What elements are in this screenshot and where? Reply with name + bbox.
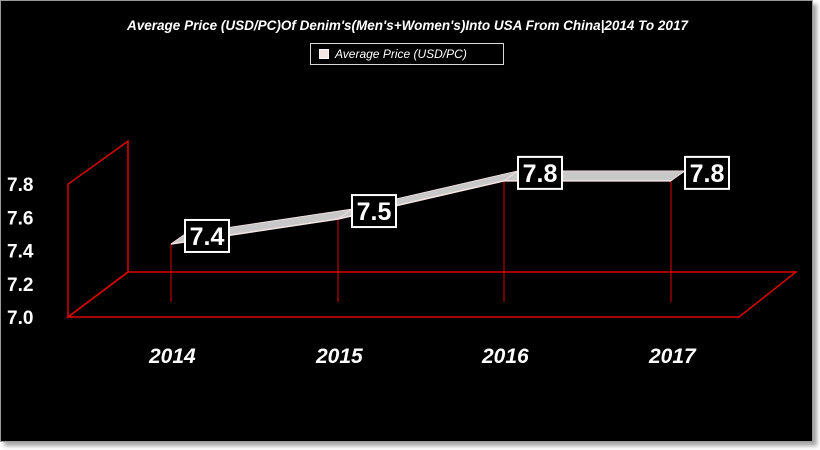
- data-label: 7.5: [357, 198, 392, 226]
- x-category-label: 2016: [481, 345, 529, 368]
- x-axis-categories: 2014 2015 2016 2017: [148, 345, 697, 368]
- data-label-box: [184, 218, 230, 253]
- data-label: 7.8: [690, 160, 725, 188]
- chart-frame: Average Price (USD/PC)Of Denim's(Men's+W…: [0, 0, 813, 442]
- series-ribbon: [170, 170, 687, 245]
- data-label: 7.4: [190, 223, 225, 251]
- data-label: 7.8: [523, 160, 558, 188]
- y-tick-label: 7.8: [7, 175, 33, 196]
- y-tick-label: 7.2: [7, 275, 33, 296]
- x-category-label: 2014: [148, 345, 196, 368]
- plot-area: 7.07.27.47.67.8 2014 2015 2016 2017 7.47.57…: [7, 139, 799, 368]
- floor-outline: [65, 271, 799, 318]
- chart-floor: [65, 271, 799, 318]
- drop-lines: [170, 180, 672, 302]
- y-tick-label: 7.0: [7, 308, 33, 329]
- chart-back-wall: [67, 139, 129, 319]
- chart-title: Average Price (USD/PC)Of Denim's(Men's+W…: [127, 18, 688, 33]
- y-tick-label: 7.4: [7, 242, 34, 263]
- x-category-label: 2017: [648, 345, 697, 368]
- wall-outline: [67, 139, 129, 319]
- chart-legend: Average Price (USD/PC): [310, 43, 504, 65]
- y-tick-label: 7.6: [7, 208, 33, 229]
- data-label-box: [351, 194, 397, 229]
- legend-label: Average Price (USD/PC): [335, 47, 467, 61]
- data-label-box: [517, 155, 563, 190]
- data-label-box: [684, 155, 730, 190]
- x-category-label: 2015: [315, 345, 363, 368]
- legend-swatch: [319, 49, 329, 59]
- data-labels: 7.4 7.5 7.8 7.8: [184, 155, 730, 253]
- y-axis-ticks: 7.0 7.2 7.4 7.6 7.8: [7, 175, 34, 329]
